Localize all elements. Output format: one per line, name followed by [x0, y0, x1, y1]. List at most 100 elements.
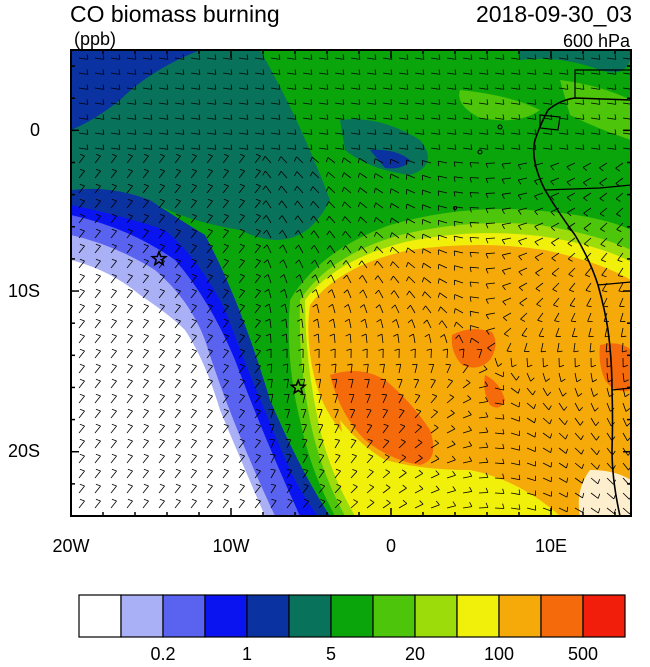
wind-barb-flag	[255, 168, 261, 172]
wind-barb-flag	[175, 213, 181, 217]
wind-barb-flag	[263, 244, 268, 249]
wind-barb-flag	[239, 213, 245, 217]
wind-barb-shaft	[526, 87, 536, 90]
wind-barb-shaft	[494, 117, 504, 120]
wind-barb-flag	[608, 379, 613, 383]
wind-barb-flag	[79, 168, 85, 172]
wind-barb-flag	[363, 363, 369, 366]
wind-barb-shaft	[414, 72, 424, 75]
wind-barb-flag	[357, 202, 361, 208]
wind-barb-flag	[298, 348, 304, 351]
wind-barb-flag	[310, 186, 314, 192]
wind-barb-shaft	[534, 177, 544, 182]
wind-barb-shaft	[158, 395, 165, 404]
wind-barb-flag	[398, 393, 404, 396]
wind-barb-flag	[309, 156, 313, 162]
wind-barb-flag	[223, 303, 229, 307]
wind-barb-flag	[519, 302, 524, 307]
wind-barb-flag	[264, 303, 270, 308]
wind-barb-shaft	[462, 398, 472, 404]
wind-barb-shaft	[390, 188, 400, 194]
wind-barb-shaft	[590, 402, 596, 412]
wind-barb-flag	[111, 363, 117, 367]
wind-barb-shaft	[94, 275, 101, 284]
wind-barb-flag	[299, 378, 305, 381]
wind-barb-flag	[452, 470, 456, 476]
wind-barb-flag	[520, 318, 526, 322]
wind-barb-flag	[486, 129, 489, 135]
wind-barb-flag	[191, 333, 197, 337]
wind-barb-shaft	[553, 297, 560, 306]
wind-barb-shaft	[583, 222, 592, 229]
wind-barb-shaft	[590, 507, 599, 514]
wind-barb-shaft	[206, 200, 213, 209]
wind-barb-shaft	[222, 440, 229, 449]
wind-barb-flag	[310, 201, 314, 206]
wind-barb-flag	[79, 288, 85, 292]
wind-barb-shaft	[510, 432, 520, 437]
wind-barb-flag	[376, 318, 381, 323]
wind-barb-shaft	[606, 462, 614, 470]
wind-barb-flag	[390, 69, 393, 75]
wind-barb-flag	[255, 408, 261, 412]
wind-barb-flag	[79, 363, 85, 367]
wind-barb-shaft	[359, 157, 368, 164]
wind-barb-shaft	[110, 102, 120, 105]
wind-barb-shaft	[158, 485, 165, 494]
wind-barb-shaft	[518, 252, 528, 257]
wind-barb-flag	[438, 306, 441, 312]
wind-barb-flag	[550, 181, 555, 186]
wind-barb-shaft	[376, 246, 384, 254]
wind-barb-flag	[239, 168, 245, 172]
wind-barb-shaft	[398, 364, 402, 374]
wind-barb-flag	[437, 278, 440, 284]
wind-barb-flag	[405, 247, 409, 253]
wind-barb-shaft	[126, 410, 133, 419]
wind-barb-shaft	[518, 192, 528, 196]
wind-barb-shaft	[375, 217, 384, 224]
wind-barb-shaft	[174, 57, 184, 60]
wind-barb-flag	[326, 245, 331, 250]
wind-barb-shaft	[510, 387, 519, 394]
wind-barb-flag	[351, 453, 357, 457]
wind-barb-shaft	[462, 445, 472, 449]
wind-barb-flag	[182, 69, 185, 75]
wind-barb-shaft	[286, 454, 292, 464]
wind-barb-shaft	[110, 395, 117, 404]
wind-barb-shaft	[574, 147, 584, 150]
wind-barb-flag	[349, 408, 355, 411]
wind-barb-flag	[334, 423, 340, 426]
wind-barb-shaft	[394, 304, 400, 314]
wind-barb-flag	[465, 379, 471, 383]
wind-barb-flag	[530, 377, 535, 382]
wind-barb-flag	[191, 168, 197, 172]
wind-barb-shaft	[206, 132, 216, 135]
wind-barb-shaft	[174, 275, 181, 284]
wind-barb-shaft	[206, 117, 216, 120]
wind-barb-flag	[597, 479, 601, 484]
wind-barb-flag	[383, 423, 389, 427]
wind-barb-shaft	[126, 485, 133, 494]
wind-barb-flag	[143, 213, 149, 217]
wind-barb-flag	[207, 228, 213, 232]
wind-barb-flag	[550, 211, 555, 216]
wind-barb-shaft	[414, 102, 424, 105]
wind-barb-flag	[326, 54, 329, 60]
wind-barb-flag	[501, 179, 505, 184]
wind-barb-shaft	[382, 379, 387, 389]
wind-barb-flag	[518, 271, 523, 276]
wind-barb-flag	[159, 243, 165, 247]
wind-barb-shaft	[206, 455, 213, 464]
wind-barb-flag	[582, 167, 588, 171]
wind-barb-shaft	[423, 277, 432, 284]
wind-barb-shaft	[315, 289, 320, 299]
wind-barb-shaft	[574, 102, 584, 105]
wind-barb-shaft	[534, 222, 544, 227]
wind-barb-flag	[385, 484, 391, 488]
wind-barb-flag	[150, 54, 153, 60]
wind-barb-flag	[373, 231, 377, 237]
wind-barb-flag	[582, 99, 585, 105]
wind-barb-shaft	[366, 394, 371, 404]
wind-barb-flag	[318, 438, 324, 441]
